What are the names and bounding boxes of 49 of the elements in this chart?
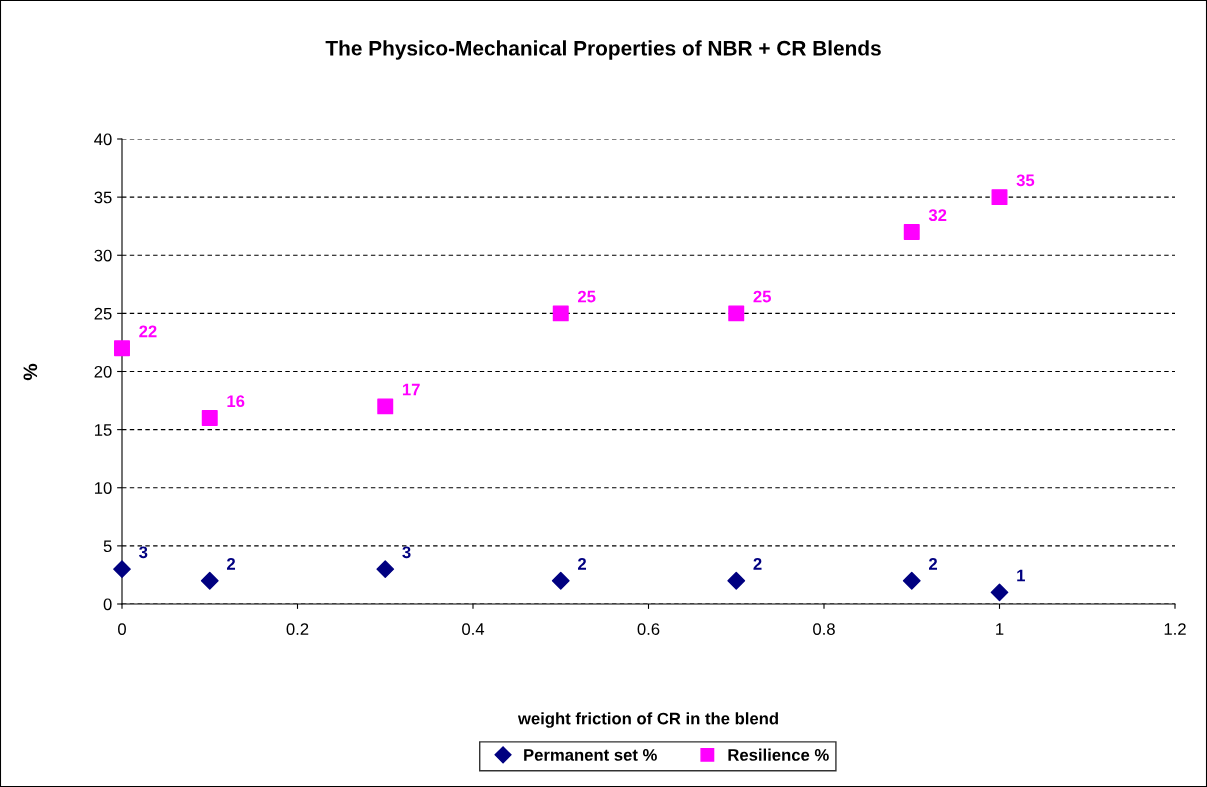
data-label: 25 (753, 290, 771, 303)
data-label: 3 (139, 546, 148, 559)
chart-title: The Physico-Mechanical Properties of NBR + CR Blends (325, 40, 881, 60)
point (114, 340, 130, 357)
y-tick-label: 15 (95, 424, 112, 436)
point (377, 398, 394, 415)
point (727, 571, 746, 590)
data-label: 32 (928, 209, 947, 222)
point (991, 189, 1008, 206)
data-label: 2 (753, 558, 762, 570)
y-tick-label: 5 (103, 540, 112, 553)
point (201, 410, 218, 426)
data-label: 2 (226, 558, 236, 570)
data-label: 17 (402, 383, 420, 396)
y-tick-label: 25 (94, 307, 112, 320)
y-tick-label: 30 (94, 249, 112, 262)
x-tick-label: 1.2 (1164, 623, 1186, 635)
y-tick-label: 0 (103, 598, 112, 611)
point (113, 560, 131, 579)
x-tick-label: 0.6 (637, 623, 660, 635)
point (200, 571, 219, 590)
y-tick-label: 10 (95, 482, 112, 494)
y-tick-label: 20 (94, 365, 112, 378)
y-tick-label: 40 (94, 133, 112, 146)
point (902, 571, 921, 590)
data-label: 22 (139, 325, 157, 338)
point (552, 305, 569, 322)
data-label: 3 (402, 546, 411, 559)
point (551, 571, 570, 590)
data-label: 1 (1017, 569, 1025, 582)
x-tick-label: 0.8 (813, 623, 835, 635)
data-label: 2 (928, 558, 938, 570)
x-tick-label: 0.2 (286, 623, 309, 635)
x-tick-label: 1 (996, 623, 1004, 635)
y-tick-label: 35 (94, 191, 112, 204)
legend-label: Resilience % (728, 748, 829, 761)
point (728, 305, 745, 322)
data-label: 25 (577, 290, 596, 303)
x-tick-label: 0 (118, 623, 126, 635)
point (903, 224, 920, 240)
data-label: 35 (1016, 174, 1035, 187)
data-label: 2 (577, 558, 587, 570)
point (376, 560, 395, 579)
x-tick-label: 0.4 (462, 623, 485, 635)
x-axis-title: weight friction of CR in the blend (517, 712, 778, 728)
legend-label: Permanent set % (524, 749, 657, 761)
point (990, 583, 1009, 602)
data-label: 16 (227, 395, 245, 408)
y-axis-title: % (23, 363, 38, 381)
